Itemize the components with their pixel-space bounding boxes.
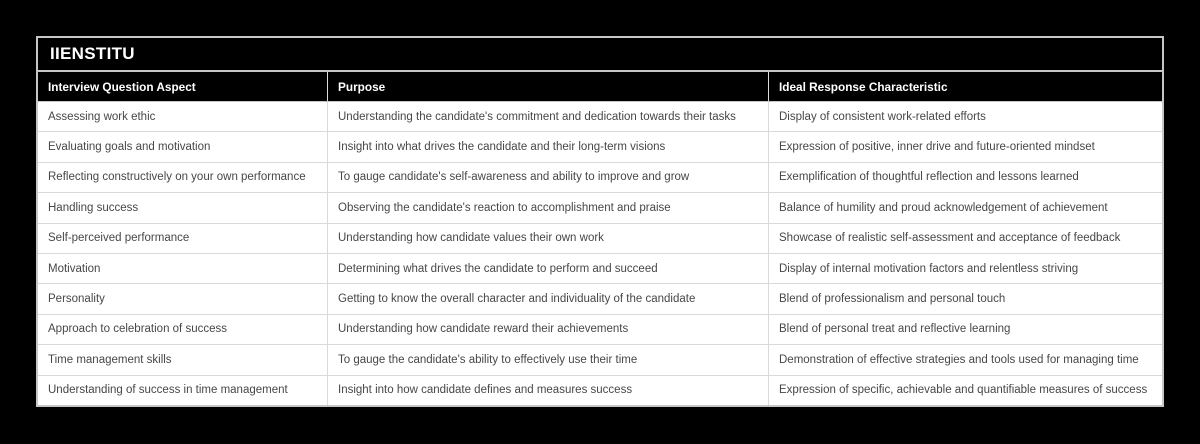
table-cell-purpose: Understanding how candidate values their… <box>327 223 768 253</box>
table-cell-ideal-response: Expression of positive, inner drive and … <box>768 132 1162 162</box>
table-cell-purpose: Insight into how candidate defines and m… <box>327 375 768 405</box>
table-cell-ideal-response: Exemplification of thoughtful reflection… <box>768 162 1162 193</box>
table-cell-ideal-response: Display of internal motivation factors a… <box>768 253 1162 284</box>
table-row: Self-perceived performance Understanding… <box>38 223 1162 254</box>
table-cell-aspect: Reflecting constructively on your own pe… <box>48 171 306 184</box>
table-row: Reflecting constructively on your own pe… <box>38 162 1162 194</box>
table-cell-purpose: Insight into what drives the candidate a… <box>327 132 768 162</box>
column-header-ideal-response-characteristic: Ideal Response Characteristic <box>768 72 1162 101</box>
table-cell-ideal-response: Demonstration of effective strategies an… <box>768 345 1162 375</box>
table-cell-aspect: Personality <box>48 293 105 306</box>
table-cell-ideal-response: Blend of personal treat and reflective l… <box>768 314 1162 345</box>
table-row: Approach to celebration of success Under… <box>38 314 1162 346</box>
table-row: Time management skills To gauge the cand… <box>38 345 1162 376</box>
interview-table-card: IIENSTITU Interview Question Aspect Purp… <box>36 36 1164 407</box>
table-row: Assessing work ethic Understanding the c… <box>38 102 1162 133</box>
table-row: Evaluating goals and motivation Insight … <box>38 132 1162 163</box>
brand-title: IIENSTITU <box>38 38 1162 72</box>
table-cell-aspect: Approach to celebration of success <box>48 323 227 336</box>
column-header-purpose: Purpose <box>327 72 768 101</box>
table-cell-ideal-response: Showcase of realistic self-assessment an… <box>768 223 1162 253</box>
table-cell-purpose: To gauge the candidate's ability to effe… <box>327 345 768 375</box>
table-cell-aspect: Assessing work ethic <box>48 110 156 123</box>
table-cell-aspect: Evaluating goals and motivation <box>48 141 211 154</box>
table-row: Handling success Observing the candidate… <box>38 193 1162 224</box>
column-header-interview-question-aspect: Interview Question Aspect <box>48 79 196 94</box>
table-cell-aspect: Time management skills <box>48 353 172 366</box>
table-cell-purpose: Getting to know the overall character an… <box>327 284 768 314</box>
table-cell-aspect: Understanding of success in time managem… <box>48 384 288 397</box>
table-cell-ideal-response: Display of consistent work-related effor… <box>768 102 1162 132</box>
table-cell-purpose: Observing the candidate's reaction to ac… <box>327 193 768 223</box>
table-cell-purpose: To gauge candidate's self-awareness and … <box>327 162 768 193</box>
table-header-row: Interview Question Aspect Purpose Ideal … <box>38 72 1162 102</box>
table-cell-ideal-response: Balance of humility and proud acknowledg… <box>768 193 1162 223</box>
table-cell-aspect: Motivation <box>48 262 101 275</box>
table-row: Motivation Determining what drives the c… <box>38 253 1162 285</box>
table-cell-ideal-response: Blend of professionalism and personal to… <box>768 284 1162 314</box>
table-cell-aspect: Handling success <box>48 201 139 214</box>
table-cell-purpose: Understanding the candidate's commitment… <box>327 102 768 132</box>
table-cell-purpose: Understanding how candidate reward their… <box>327 314 768 345</box>
table-cell-ideal-response: Expression of specific, achievable and q… <box>768 375 1162 405</box>
table-cell-aspect: Self-perceived performance <box>48 232 190 245</box>
table-body: Assessing work ethic Understanding the c… <box>38 102 1162 405</box>
table-row: Personality Getting to know the overall … <box>38 284 1162 315</box>
table-row: Understanding of success in time managem… <box>38 375 1162 405</box>
table-cell-purpose: Determining what drives the candidate to… <box>327 253 768 284</box>
